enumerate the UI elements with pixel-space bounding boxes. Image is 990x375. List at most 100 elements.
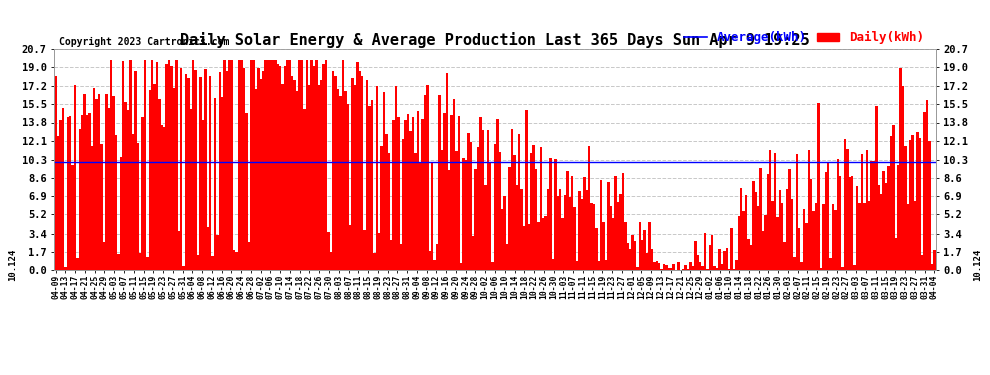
Bar [776, 217, 779, 270]
Bar [380, 146, 383, 270]
Bar [796, 153, 798, 270]
Bar [151, 60, 153, 270]
Bar [837, 159, 839, 270]
Bar [890, 136, 892, 270]
Bar [504, 196, 506, 270]
Bar [650, 249, 653, 270]
Bar [931, 264, 934, 270]
Bar [919, 138, 921, 270]
Bar [603, 222, 605, 270]
Bar [409, 131, 412, 270]
Bar [424, 95, 427, 270]
Bar [810, 178, 813, 270]
Bar [808, 150, 810, 270]
Bar [747, 239, 749, 270]
Bar [214, 98, 216, 270]
Bar [450, 116, 452, 270]
Bar [629, 249, 632, 270]
Bar [731, 228, 733, 270]
Bar [310, 60, 313, 270]
Bar [405, 120, 407, 270]
Bar [274, 60, 276, 270]
Bar [182, 266, 185, 270]
Bar [525, 110, 528, 270]
Bar [199, 77, 202, 270]
Bar [153, 84, 155, 270]
Bar [554, 159, 556, 270]
Bar [895, 238, 897, 270]
Bar [535, 169, 538, 270]
Bar [407, 114, 409, 270]
Bar [323, 64, 325, 270]
Bar [142, 117, 144, 270]
Bar [494, 144, 496, 270]
Bar [863, 203, 865, 270]
Bar [508, 167, 511, 270]
Bar [704, 233, 706, 270]
Bar [462, 158, 465, 270]
Bar [825, 172, 827, 270]
Bar [830, 258, 832, 270]
Bar [342, 60, 345, 270]
Bar [660, 269, 662, 270]
Bar [499, 152, 501, 270]
Bar [832, 204, 835, 270]
Bar [127, 110, 130, 270]
Bar [843, 139, 846, 270]
Bar [813, 211, 815, 270]
Bar [914, 201, 916, 270]
Bar [348, 225, 351, 270]
Bar [387, 153, 390, 270]
Bar [624, 222, 627, 270]
Bar [402, 139, 405, 270]
Bar [168, 60, 170, 270]
Bar [620, 194, 622, 270]
Bar [559, 189, 561, 270]
Bar [427, 85, 429, 270]
Bar [617, 202, 620, 270]
Bar [848, 177, 851, 270]
Bar [86, 115, 88, 270]
Bar [209, 76, 211, 270]
Bar [361, 76, 363, 270]
Bar [64, 267, 66, 270]
Bar [105, 94, 108, 270]
Bar [289, 60, 291, 270]
Bar [66, 117, 69, 270]
Bar [313, 66, 315, 270]
Bar [764, 215, 766, 270]
Bar [709, 245, 711, 270]
Bar [163, 127, 165, 270]
Bar [653, 262, 655, 270]
Bar [155, 62, 158, 270]
Bar [803, 209, 805, 270]
Bar [926, 100, 929, 270]
Bar [147, 257, 148, 270]
Bar [566, 171, 568, 270]
Bar [482, 130, 484, 270]
Bar [452, 99, 455, 270]
Bar [714, 266, 716, 270]
Bar [563, 195, 566, 270]
Bar [308, 86, 310, 270]
Bar [759, 168, 761, 270]
Bar [337, 89, 340, 270]
Bar [226, 71, 229, 270]
Bar [818, 103, 820, 270]
Bar [351, 78, 353, 270]
Bar [88, 113, 91, 270]
Bar [860, 154, 863, 270]
Bar [540, 147, 543, 270]
Bar [511, 129, 513, 270]
Bar [771, 201, 774, 270]
Bar [934, 250, 936, 270]
Bar [252, 60, 254, 270]
Bar [687, 269, 689, 270]
Bar [284, 66, 286, 270]
Bar [318, 85, 320, 270]
Bar [71, 165, 74, 270]
Bar [583, 177, 585, 270]
Bar [530, 153, 533, 270]
Bar [74, 85, 76, 270]
Bar [211, 256, 214, 270]
